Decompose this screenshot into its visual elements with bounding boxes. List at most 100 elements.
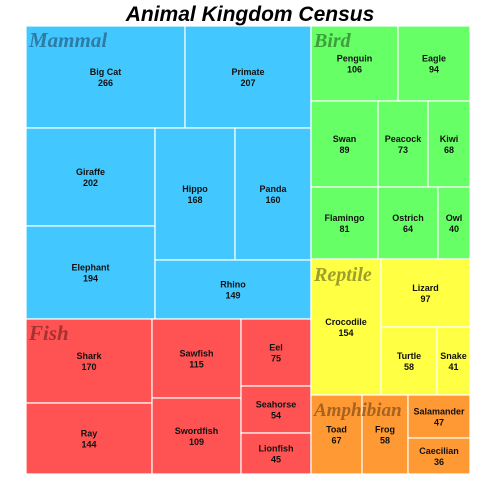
tile-value-elephant: 194 <box>83 274 98 284</box>
tile-value-crocodile: 154 <box>338 328 353 338</box>
tile-name-swordfish: Swordfish <box>175 426 219 436</box>
tile-rect-seahorse <box>240 385 312 434</box>
tile-name-big-cat: Big Cat <box>90 67 122 77</box>
tile-rect-eel <box>240 318 312 387</box>
tile-name-hippo: Hippo <box>182 184 208 194</box>
tile-name-primate: Primate <box>231 67 264 77</box>
tile-name-caecilian: Caecilian <box>419 446 459 456</box>
group-label-fish: Fish <box>28 321 69 345</box>
tile-name-ostrich: Ostrich <box>392 213 424 223</box>
tile-value-primate: 207 <box>240 78 255 88</box>
tile-rect-ostrich <box>377 186 439 260</box>
tile-rect-caecilian <box>407 437 471 475</box>
tile-rect-panda <box>234 127 312 261</box>
tile-name-kiwi: Kiwi <box>440 134 459 144</box>
tile-value-big-cat: 266 <box>98 78 113 88</box>
tile-name-crocodile: Crocodile <box>325 317 367 327</box>
tile-value-frog: 58 <box>380 436 390 446</box>
tile-rect-swan <box>310 100 379 188</box>
tile-rect-eagle <box>397 25 471 102</box>
tile-rect-lizard <box>380 258 471 328</box>
tile-value-owl: 40 <box>449 224 459 234</box>
tile-value-shark: 170 <box>81 362 96 372</box>
tile-value-rhino: 149 <box>225 291 240 301</box>
tile-name-ray: Ray <box>81 429 98 439</box>
tile-value-eel: 75 <box>271 354 281 364</box>
tile-rect-sawfish <box>151 318 242 399</box>
tile-rect-salamander <box>407 394 471 439</box>
tile-name-salamander: Salamander <box>413 407 465 417</box>
tile-value-lionfish: 45 <box>271 455 281 465</box>
tile-value-ray: 144 <box>81 440 96 450</box>
tile-rect-primate <box>184 25 312 129</box>
tile-name-toad: Toad <box>326 425 347 435</box>
tile-value-turtle: 58 <box>404 362 414 372</box>
tile-name-panda: Panda <box>259 184 287 194</box>
group-label-amphibian: Amphibian <box>313 400 402 421</box>
tile-value-penguin: 106 <box>347 65 362 75</box>
tile-name-rhino: Rhino <box>220 280 246 290</box>
tile-rect-swordfish <box>151 397 242 475</box>
tile-rect-giraffe <box>25 127 156 227</box>
tile-name-owl: Owl <box>446 213 463 223</box>
tile-value-lizard: 97 <box>420 294 430 304</box>
tile-name-penguin: Penguin <box>337 54 373 64</box>
tile-value-salamander: 47 <box>434 418 444 428</box>
tile-value-swordfish: 109 <box>189 437 204 447</box>
group-label-mammal: Mammal <box>28 28 107 52</box>
group-label-bird: Bird <box>313 30 352 52</box>
tile-name-swan: Swan <box>333 134 357 144</box>
tile-name-seahorse: Seahorse <box>256 400 297 410</box>
tile-rect-elephant <box>25 225 156 320</box>
tile-name-eel: Eel <box>269 343 283 353</box>
tile-value-flamingo: 81 <box>339 224 349 234</box>
tile-name-flamingo: Flamingo <box>325 213 366 223</box>
tile-value-snake: 41 <box>448 362 458 372</box>
treemap-group-labels: Mammal Bird Fish Reptile Amphibian <box>28 28 402 421</box>
tile-rect-kiwi <box>427 100 471 188</box>
group-label-reptile: Reptile <box>313 264 372 286</box>
tile-name-turtle: Turtle <box>397 351 421 361</box>
tile-value-giraffe: 202 <box>83 178 98 188</box>
tile-value-peacock: 73 <box>398 145 408 155</box>
tile-name-lionfish: Lionfish <box>259 444 294 454</box>
tile-name-frog: Frog <box>375 425 395 435</box>
tile-value-hippo: 168 <box>187 195 202 205</box>
tile-rect-crocodile <box>310 258 382 396</box>
tile-rect-flamingo <box>310 186 379 260</box>
tile-rect-big-cat <box>25 25 186 129</box>
tile-rect-hippo <box>154 127 236 261</box>
tile-value-toad: 67 <box>331 436 341 446</box>
tile-value-eagle: 94 <box>429 65 439 75</box>
tile-value-panda: 160 <box>265 195 280 205</box>
tile-rect-frog <box>361 394 409 475</box>
tile-value-caecilian: 36 <box>434 457 444 467</box>
